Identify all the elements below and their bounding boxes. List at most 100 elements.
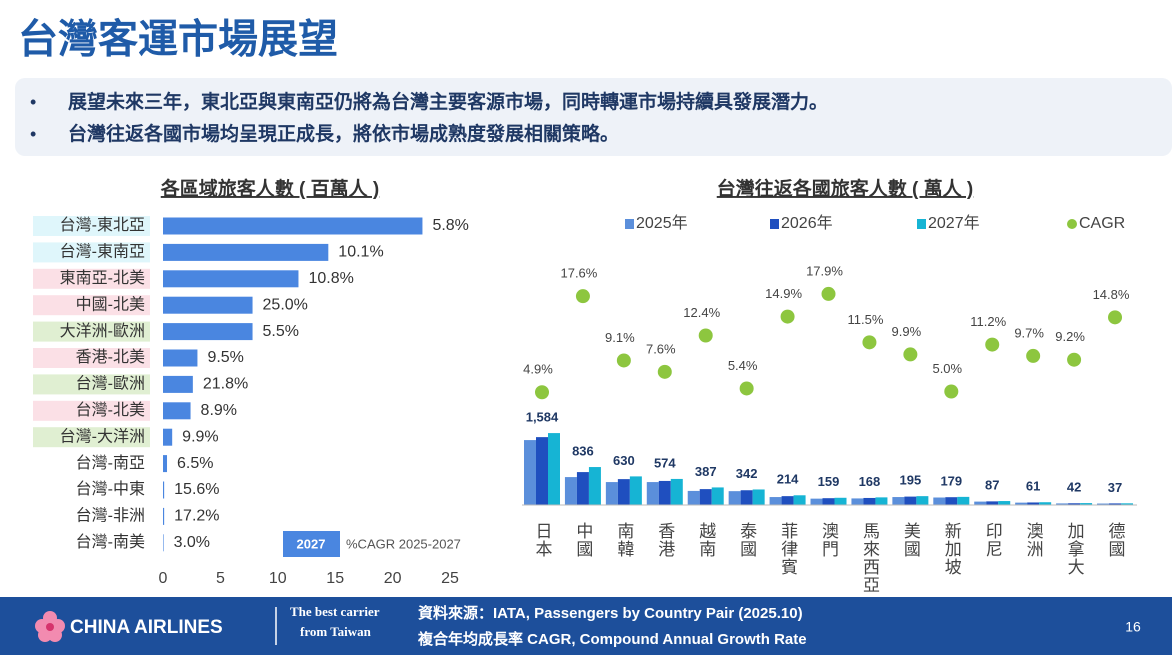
bar <box>536 437 548 505</box>
category-highlight <box>33 242 150 263</box>
bar <box>564 477 577 505</box>
bar <box>957 496 970 505</box>
bar <box>769 497 782 505</box>
category-label: 日本 <box>533 522 553 558</box>
bar <box>1080 503 1093 505</box>
cagr-dot <box>535 385 549 400</box>
bar <box>163 296 253 314</box>
legend-swatch <box>917 219 926 229</box>
bar <box>752 489 765 505</box>
cagr-label: 10.8% <box>308 270 353 287</box>
category-label: 澳門 <box>819 522 839 558</box>
x-tick-label: 20 <box>384 570 402 587</box>
cagr-label: 5.5% <box>263 323 299 340</box>
category-label: 越南 <box>696 522 716 558</box>
cagr-dot <box>1108 310 1123 325</box>
cagr-label: 5.0% <box>932 361 962 376</box>
cagr-label: 17.2% <box>174 508 219 525</box>
bar <box>986 501 999 505</box>
brand: CHINA AIRLINES <box>70 617 223 638</box>
footer-band <box>0 597 1172 655</box>
cagr-dot <box>821 286 836 301</box>
slide-title: 台灣客運市場展望 <box>18 18 338 62</box>
bar <box>548 433 560 505</box>
bar <box>822 498 835 505</box>
x-tick-label: 5 <box>216 570 225 587</box>
cagr-label: 10.1% <box>338 244 383 261</box>
category-label: 印尼 <box>983 522 1003 558</box>
cagr-dot <box>739 381 754 396</box>
category-label: 中國 <box>573 522 592 558</box>
logo <box>35 611 65 642</box>
bar <box>617 479 630 505</box>
category-highlight <box>33 348 150 368</box>
bar <box>740 490 753 505</box>
bar <box>163 349 198 367</box>
value-label: 37 <box>1108 480 1122 495</box>
value-label: 630 <box>613 453 635 468</box>
cagr-label: 9.9% <box>182 428 218 445</box>
category-highlight <box>33 216 150 236</box>
legend-swatch <box>770 219 779 229</box>
category-label: 台灣-南亞 <box>76 454 145 472</box>
legend-label: 2027年 <box>928 214 980 232</box>
cagr-label: 9.7% <box>1014 325 1044 340</box>
category-label: 東南亞-北美 <box>60 269 145 287</box>
cagr-label: 7.6% <box>646 341 676 356</box>
category-label: 香港 <box>655 522 675 558</box>
category-label: 大洋洲-歐洲 <box>60 322 145 340</box>
legend-swatch <box>1067 219 1077 229</box>
x-tick-label: 25 <box>441 570 459 587</box>
bar <box>163 402 191 420</box>
bar <box>163 455 168 473</box>
category-label: 新加坡 <box>942 522 962 576</box>
category-highlight <box>33 295 150 316</box>
category-label: 中國-北美 <box>76 295 145 313</box>
bar <box>588 467 601 505</box>
bullet: 展望未來三年，東北亞與東南亞仍將為台灣主要客源市場，同時轉運市場持續具發展潛力。 <box>68 90 828 113</box>
cagr-label: 3.0% <box>174 534 210 551</box>
cagr-label: 5.8% <box>432 217 468 234</box>
category-label: 加拿大 <box>1065 522 1085 576</box>
bar <box>670 478 683 505</box>
category-highlight <box>33 427 150 448</box>
value-label: 387 <box>695 464 717 479</box>
bar <box>834 497 847 505</box>
cagr-label: 14.9% <box>765 286 802 301</box>
bar <box>163 270 299 288</box>
category-label: 台灣-東北亞 <box>60 216 145 234</box>
cagr-dot <box>780 309 795 324</box>
value-label: 168 <box>859 474 881 489</box>
bar <box>163 375 193 393</box>
category-label: 台灣-歐洲 <box>76 375 145 393</box>
cagr-dot <box>698 328 713 343</box>
cagr-dot <box>862 335 877 350</box>
value-label: 61 <box>1026 479 1040 494</box>
legend-label: 2025年 <box>636 214 688 232</box>
bar <box>1121 503 1134 505</box>
category-highlight <box>33 268 150 289</box>
cagr-label: 17.6% <box>560 266 597 281</box>
source-note: 資料來源：IATA, Passengers by Country Pair (2… <box>418 604 803 622</box>
cagr-label: 9.2% <box>1055 329 1085 344</box>
bar <box>945 497 958 505</box>
bar <box>974 501 987 505</box>
chart-title: 各區域旅客人數 ( 百萬人 ) <box>160 177 380 200</box>
legend-label: %CAGR 2025-2027 <box>346 536 461 551</box>
category-label: 台灣-大洋洲 <box>60 427 145 445</box>
bar <box>998 501 1011 505</box>
bar <box>163 428 173 446</box>
cagr-label: 6.5% <box>177 455 213 472</box>
cagr-label: 12.4% <box>683 305 720 320</box>
bar <box>1015 502 1028 505</box>
category-label: 台灣-中東 <box>76 480 145 498</box>
bar <box>793 495 806 505</box>
bar <box>629 476 642 505</box>
bullet-dot: • <box>30 92 36 112</box>
bar <box>851 498 864 505</box>
cagr-dot <box>616 353 631 368</box>
value-label: 87 <box>985 477 999 492</box>
bullet-box <box>15 78 1172 156</box>
